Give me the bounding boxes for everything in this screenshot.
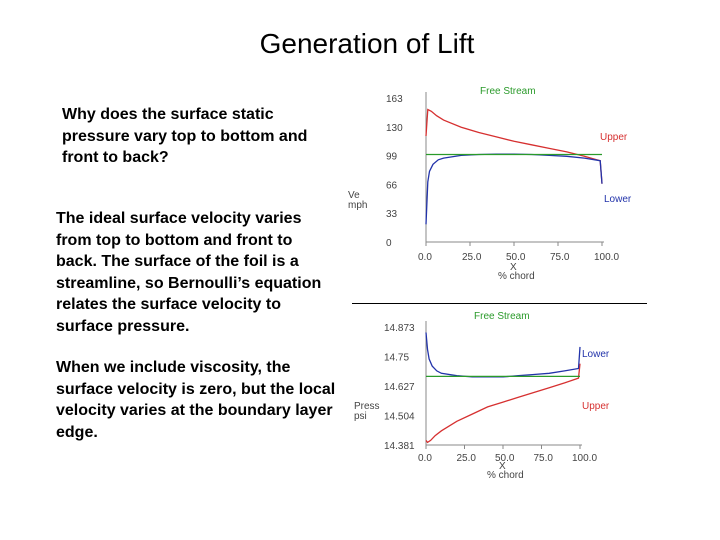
y-tick-label: 14.381 [384, 441, 415, 452]
y-axis-label: psi [354, 411, 367, 422]
lower-surface-line [425, 153, 603, 225]
question-text: Why does the surface static pressure var… [62, 106, 308, 166]
x-tick-label: 0.0 [418, 252, 432, 263]
x-tick-label: 50.0 [495, 453, 515, 464]
x-axis-label: % chord [498, 271, 535, 282]
x-tick-label: 100.0 [594, 252, 619, 263]
viscosity-text: When we include viscosity, the surface v… [56, 359, 336, 441]
page-title: Generation of Lift [259, 28, 475, 59]
y-tick-label: 33 [386, 209, 398, 220]
y-tick-label: 99 [386, 152, 398, 163]
legend-free-stream: Free Stream [480, 86, 536, 97]
chart-divider [352, 303, 647, 304]
ideal-velocity-text: The ideal surface velocity varies from t… [56, 210, 322, 335]
upper-surface-line [425, 108, 603, 184]
y-axis-label: mph [348, 200, 367, 211]
upper-surface-line [425, 363, 581, 444]
x-tick-label: 25.0 [462, 252, 482, 263]
y-tick-label: 14.504 [384, 412, 415, 423]
legend-upper: Upper [582, 401, 610, 412]
y-tick-label: 0 [386, 238, 392, 249]
x-axis-label: X [510, 262, 517, 273]
x-tick-label: 75.0 [550, 252, 570, 263]
legend-lower: Lower [604, 194, 632, 205]
x-tick-label: 75.0 [534, 453, 554, 464]
y-tick-label: 14.75 [384, 353, 409, 364]
legend-lower: Lower [582, 349, 610, 360]
lower-surface-line [425, 332, 581, 378]
y-tick-label: 14.627 [384, 382, 415, 393]
legend-free-stream: Free Stream [474, 311, 530, 322]
x-tick-label: 100.0 [572, 453, 597, 464]
y-tick-label: 14.873 [384, 323, 415, 334]
y-tick-label: 66 [386, 180, 398, 191]
legend-upper: Upper [600, 132, 628, 143]
x-tick-label: 25.0 [457, 453, 477, 464]
y-axis-label: Ve [348, 190, 360, 201]
x-axis-label: % chord [487, 470, 524, 481]
x-tick-label: 0.0 [418, 453, 432, 464]
y-tick-label: 163 [386, 94, 403, 105]
x-axis-label: X [499, 461, 506, 472]
y-tick-label: 130 [386, 123, 403, 134]
y-axis-label: Press [354, 401, 380, 412]
x-tick-label: 50.0 [506, 252, 526, 263]
